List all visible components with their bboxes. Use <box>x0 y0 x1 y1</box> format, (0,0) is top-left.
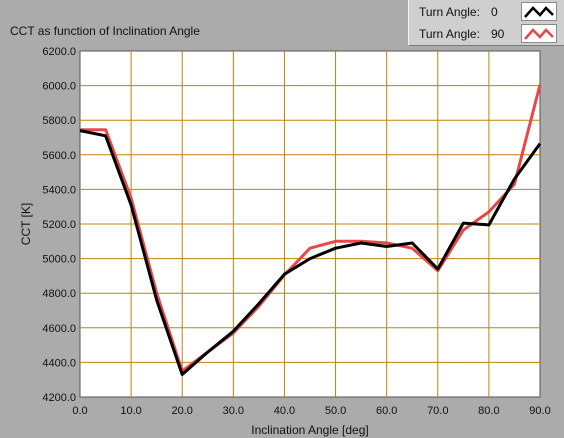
x-tick-label: 50.0 <box>325 405 346 417</box>
y-tick-label: 4800.0 <box>42 288 76 300</box>
x-tick-label: 80.0 <box>478 405 499 417</box>
y-tick-label: 6200.0 <box>42 46 76 58</box>
x-tick-label: 20.0 <box>172 405 193 417</box>
legend-value: 0 <box>491 5 498 19</box>
x-tick-label: 70.0 <box>427 405 448 417</box>
y-tick-label: 5400.0 <box>42 184 76 196</box>
x-tick-label: 0.0 <box>72 405 87 417</box>
y-tick-label: 5200.0 <box>42 219 76 231</box>
legend-value: 90 <box>491 27 505 41</box>
series-line-turn-angle-0 <box>79 129 542 376</box>
legend-label: Turn Angle: <box>419 5 480 19</box>
x-axis-title: Inclination Angle [deg] <box>251 423 368 437</box>
y-tick-label: 4200.0 <box>42 392 76 404</box>
legend-line-swatch-red <box>521 24 557 43</box>
chart-title: CCT as function of Inclination Angle <box>10 24 200 38</box>
y-tick-labels: 4200.0 4400.0 4600.0 4800.0 5000.0 5200.0 5400… <box>42 46 76 404</box>
x-tick-label: 60.0 <box>376 405 397 417</box>
x-tick-labels: 0.0 10.0 20.0 30.0 40.0 50.0 60.0 70.0 80.0 90.0 <box>72 405 550 417</box>
series-lines <box>79 84 542 376</box>
legend-entry-turn-angle-90: Turn Angle: 90 <box>409 23 563 45</box>
x-tick-label: 10.0 <box>120 405 141 417</box>
x-tick-label: 40.0 <box>274 405 295 417</box>
legend-line-swatch-black <box>521 2 557 21</box>
y-tick-label: 5600.0 <box>42 150 76 162</box>
y-tick-label: 6000.0 <box>42 81 76 93</box>
legend-entry-turn-angle-0: Turn Angle: 0 <box>409 1 563 23</box>
y-tick-label: 4600.0 <box>42 323 76 335</box>
y-axis-title: CCT [K] <box>19 203 33 245</box>
y-tick-label: 4400.0 <box>42 357 76 369</box>
y-tick-label: 5000.0 <box>42 254 76 266</box>
legend: Turn Angle: 0 Turn Angle: 90 <box>408 0 564 46</box>
x-tick-label: 30.0 <box>223 405 244 417</box>
legend-label: Turn Angle: <box>419 27 480 41</box>
y-tick-label: 5800.0 <box>42 115 76 127</box>
x-tick-label: 90.0 <box>529 405 550 417</box>
series-line-turn-angle-90 <box>80 84 542 373</box>
